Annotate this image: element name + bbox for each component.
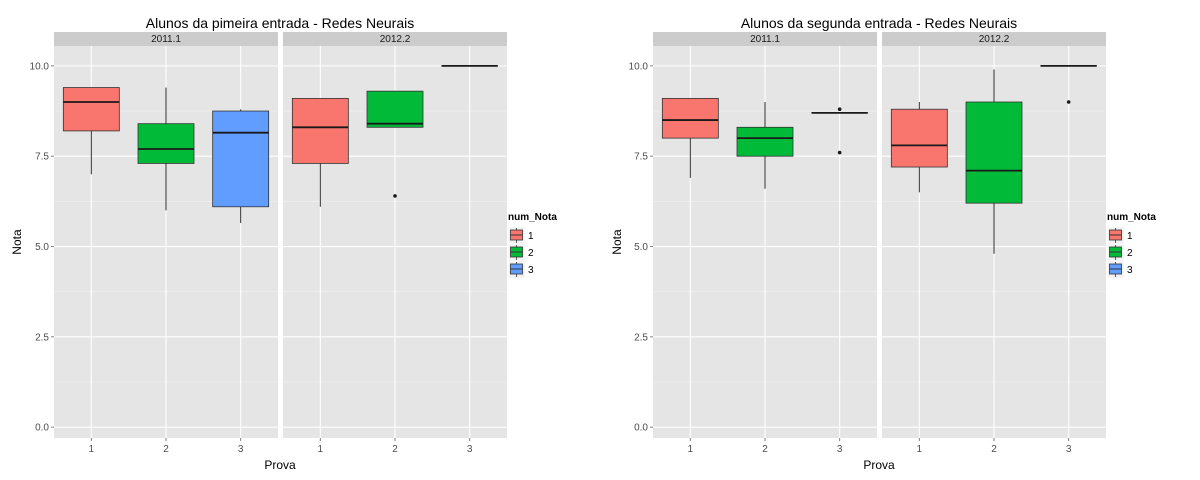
box-2 [965, 69, 1023, 254]
outlier-point [393, 194, 397, 198]
box-body [291, 97, 349, 164]
x-axis-label: Prova [863, 458, 895, 472]
box-1 [62, 87, 120, 175]
x-tick-label: 2 [163, 444, 169, 455]
facet-strip-label: 2011.1 [151, 34, 181, 45]
facet-strip-label: 2012.2 [380, 34, 411, 45]
legend-item-1: 1 [1106, 226, 1133, 245]
legend-label: 3 [1127, 265, 1133, 276]
legend-label: 1 [1127, 231, 1133, 242]
box-body [736, 126, 794, 157]
legend-title: num_Nota [1107, 212, 1156, 223]
legend-label: 2 [1127, 248, 1133, 259]
x-tick-label: 2 [762, 444, 768, 455]
y-tick-label: 7.5 [35, 152, 49, 163]
x-tick-label: 1 [318, 444, 324, 455]
x-axis-label: Prova [264, 458, 296, 472]
y-tick-label: 5.0 [35, 242, 49, 253]
box-2 [137, 87, 195, 211]
legend-label: 1 [528, 231, 534, 242]
y-tick-label: 10.0 [30, 61, 50, 72]
chart-1: Alunos da pimeira entrada - Redes Neurai… [10, 15, 557, 472]
chart-title: Alunos da segunda entrada - Redes Neurai… [741, 15, 1017, 31]
outlier-point [837, 107, 842, 112]
facet-2012.2: 2012.2 1 2 3 [283, 32, 507, 455]
legend-item-3: 3 [1106, 260, 1133, 279]
box-body [366, 90, 424, 128]
box-body [890, 108, 948, 168]
legend-item-1: 1 [507, 226, 534, 245]
facet-2011.1: 2011.1 1 2 3 [653, 32, 877, 455]
x-tick-label: 1 [917, 444, 923, 455]
x-tick-label: 3 [467, 444, 473, 455]
y-tick-label: 0.0 [35, 423, 49, 434]
y-tick-label: 5.0 [634, 242, 648, 253]
box-3 [212, 109, 270, 224]
x-tick-label: 3 [1066, 444, 1072, 455]
facet-strip [653, 32, 877, 46]
legend-item-2: 2 [507, 243, 534, 262]
legend-title: num_Nota [508, 212, 557, 223]
legend: num_Nota 1 2 3 [1106, 212, 1156, 279]
facet-strip-label: 2011.1 [750, 34, 780, 45]
x-tick-label: 3 [238, 444, 244, 455]
legend: num_Nota 1 2 3 [507, 212, 557, 279]
x-tick-label: 3 [837, 444, 843, 455]
facet-strip [882, 32, 1106, 46]
facet-strip [54, 32, 278, 46]
facet-strip-label: 2012.2 [979, 34, 1010, 45]
x-tick-label: 2 [392, 444, 398, 455]
legend-item-3: 3 [507, 260, 534, 279]
facet-strip [283, 32, 507, 46]
y-tick-label: 2.5 [35, 332, 49, 343]
box-body [62, 87, 120, 132]
chart-title: Alunos da pimeira entrada - Redes Neurai… [146, 15, 414, 31]
y-tick-label: 0.0 [634, 423, 648, 434]
box-body [661, 97, 719, 139]
y-axis-label: Nota [610, 229, 624, 255]
outlier-point [1066, 100, 1071, 104]
legend-label: 3 [528, 265, 534, 276]
box-1 [291, 97, 349, 207]
x-tick-label: 1 [688, 444, 694, 455]
box-2 [366, 90, 424, 198]
outlier-point [837, 150, 842, 155]
box-3 [811, 107, 869, 155]
y-axis-label: Nota [10, 229, 24, 255]
box-body [965, 101, 1023, 204]
x-tick-label: 2 [991, 444, 997, 455]
legend-label: 2 [528, 248, 534, 259]
legend-item-2: 2 [1106, 243, 1133, 262]
box-1 [890, 102, 948, 193]
box-body [137, 123, 195, 164]
y-tick-label: 7.5 [634, 152, 648, 163]
box-1 [661, 97, 719, 178]
x-tick-label: 1 [89, 444, 95, 455]
facet-2012.2: 2012.2 1 2 3 [882, 32, 1106, 455]
y-tick-label: 10.0 [629, 61, 649, 72]
chart-2: Alunos da segunda entrada - Redes Neurai… [610, 15, 1156, 472]
facet-2011.1: 2011.1 1 2 3 [54, 32, 278, 455]
box-2 [736, 102, 794, 189]
y-tick-label: 2.5 [634, 332, 648, 343]
box-body [212, 110, 270, 208]
box-3 [1040, 64, 1098, 104]
